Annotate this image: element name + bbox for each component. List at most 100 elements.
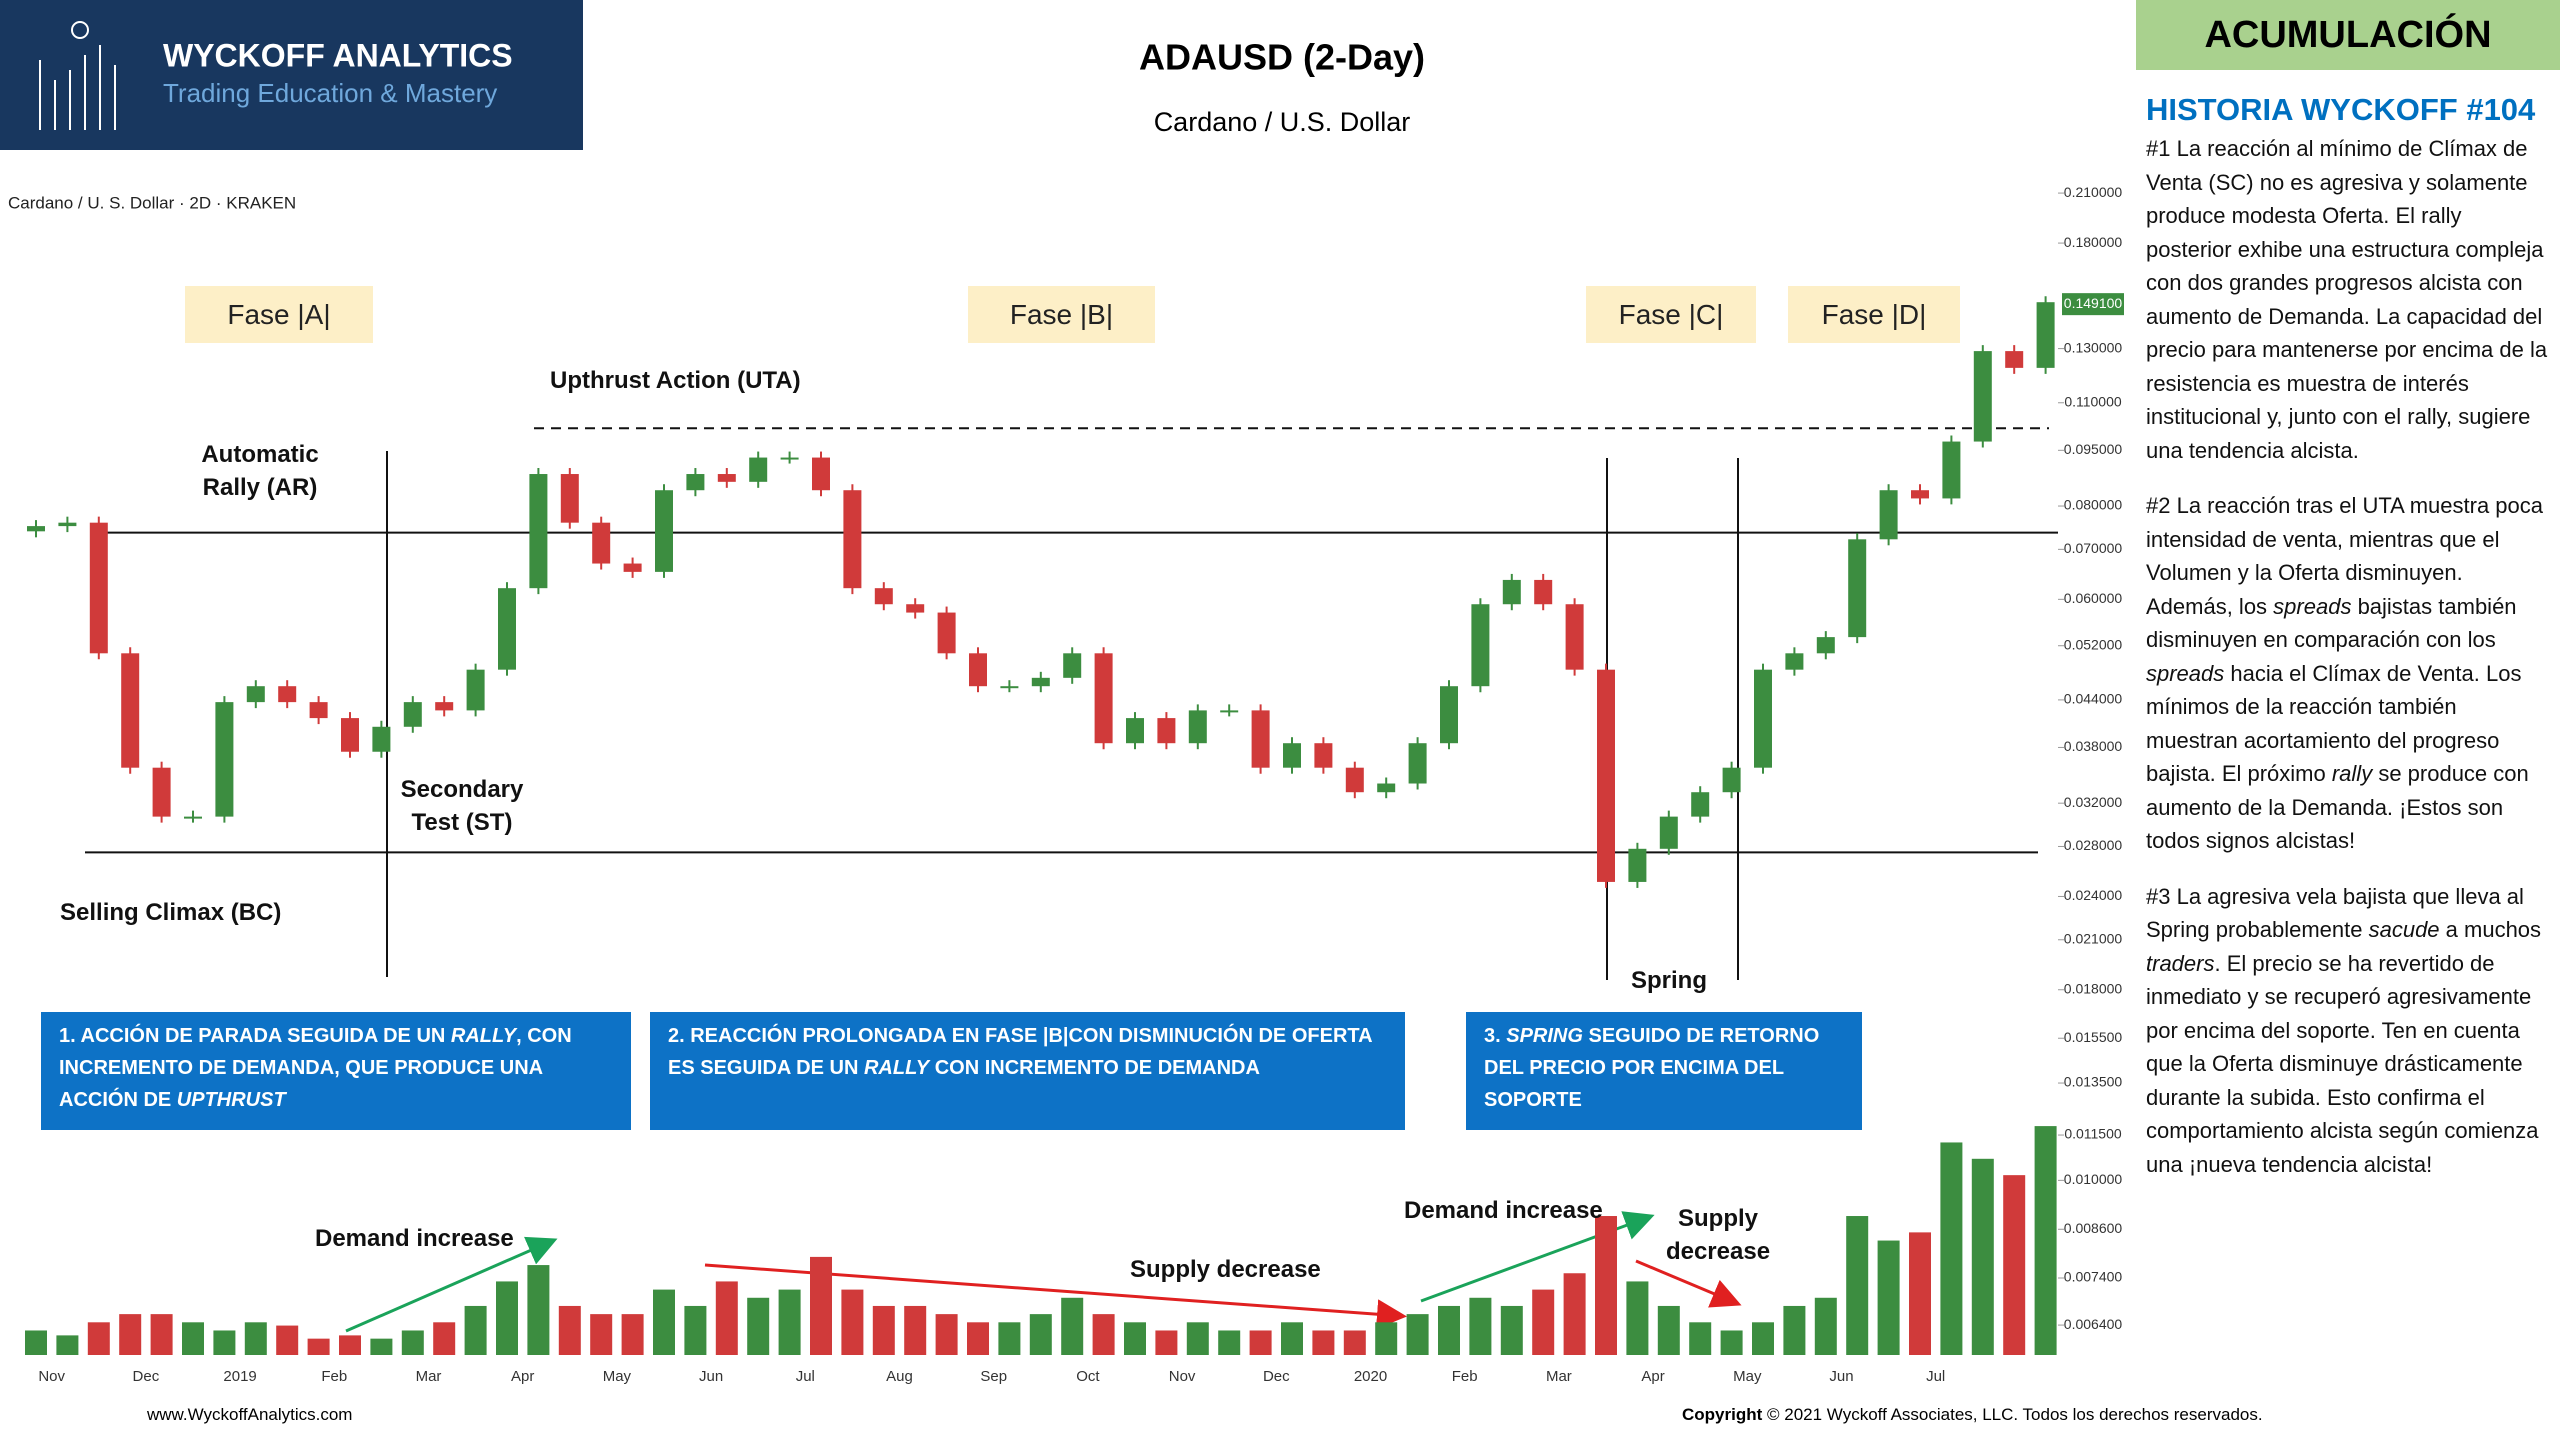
- candle-body: [121, 653, 140, 768]
- x-tick-label: Nov: [1169, 1368, 1196, 1385]
- volume-bar: [401, 1330, 424, 1355]
- volume-bar: [276, 1325, 299, 1355]
- text-run: , CON INCREMENTO DE DEMANDA, QUE PRODUCE…: [59, 1025, 572, 1111]
- candle-body: [1377, 783, 1396, 793]
- volume-bar: [1909, 1232, 1931, 1355]
- annotation: Automatic Rally (AR): [201, 441, 319, 501]
- info-box: 1. ACCIÓN DE PARADA SEGUIDA DE UN RALLY,…: [41, 1012, 631, 1130]
- text-run: #1 La reacción al mínimo de Clímax de Ve…: [2146, 136, 2548, 463]
- annotation: Selling Climax (BC): [60, 899, 282, 926]
- volume-bar: [1218, 1330, 1241, 1355]
- volume-bar: [590, 1314, 613, 1355]
- candle-body: [246, 686, 265, 703]
- volume-bar: [1720, 1330, 1743, 1355]
- candle-body: [1251, 710, 1270, 768]
- x-tick-label: Dec: [1263, 1368, 1290, 1385]
- candle-body: [906, 604, 925, 613]
- candle-body: [1848, 539, 1867, 638]
- paragraph: #2 La reacción tras el UTA muestra poca …: [2146, 489, 2552, 858]
- candle-body: [1126, 718, 1144, 744]
- volume-bar: [1783, 1305, 1806, 1355]
- candle-body: [1911, 490, 1929, 499]
- candle-body: [2036, 302, 2055, 368]
- x-tick-label: Aug: [886, 1368, 913, 1385]
- y-tick-label: 0.015500: [2064, 1029, 2123, 1045]
- x-tick-label: Dec: [133, 1368, 160, 1385]
- candle-body: [1691, 792, 1710, 817]
- candle-body: [27, 526, 45, 532]
- y-tick-label: 0.060000: [2064, 590, 2123, 606]
- volume-bar: [1532, 1289, 1555, 1355]
- text-run: spreads: [2146, 660, 2225, 686]
- volume-bar: [527, 1265, 550, 1355]
- y-tick-label: 0.210000: [2064, 184, 2123, 200]
- candle-body: [1031, 677, 1050, 687]
- volume-bar: [56, 1335, 79, 1355]
- sidebar-text: #1 La reacción al mínimo de Clímax de Ve…: [2146, 132, 2552, 1203]
- y-tick-label: 0.010000: [2064, 1171, 2123, 1187]
- volume-bar: [433, 1322, 456, 1355]
- y-tick-label: 0.044000: [2064, 691, 2123, 707]
- volume-bar: [1438, 1305, 1460, 1355]
- y-tick-label: 0.095000: [2064, 441, 2123, 457]
- phase-dividers: [386, 451, 1739, 980]
- candle-body: [874, 588, 893, 605]
- y-tick-label: 0.130000: [2064, 339, 2123, 355]
- candle-body: [1502, 579, 1521, 605]
- volume-bar: [1186, 1322, 1209, 1355]
- text-run: SPRING: [1506, 1025, 1583, 1047]
- candle-body: [1816, 637, 1835, 654]
- candle-body: [1785, 653, 1804, 670]
- text-run: SEGUIDO DE RETORNO DEL PRECIO POR ENCIMA…: [1484, 1025, 1820, 1111]
- y-tick-label: 0.032000: [2064, 794, 2123, 810]
- x-tick-label: Sep: [980, 1368, 1007, 1385]
- candle-body: [623, 563, 642, 572]
- text-run: rally: [2331, 761, 2373, 786]
- text-run: traders: [2146, 950, 2215, 976]
- volume-bar: [150, 1314, 173, 1355]
- x-tick-label: May: [603, 1368, 632, 1385]
- candle-body: [560, 474, 579, 523]
- text-run: 2. REACCIÓN PROLONGADA EN FASE |B|CON DI…: [668, 1025, 1372, 1079]
- annotation: Demand increase: [315, 1225, 514, 1252]
- candle-body: [812, 457, 830, 491]
- x-tick-label: May: [1733, 1368, 1762, 1385]
- candle-body: [58, 522, 77, 527]
- copyright-label: Copyright: [1682, 1405, 1763, 1424]
- x-tick-label: Jun: [1829, 1368, 1853, 1385]
- y-tick-label: 0.024000: [2064, 887, 2123, 903]
- candle-body: [1408, 743, 1427, 784]
- candle-body: [1471, 604, 1490, 687]
- y-tick-label: 0.110000: [2064, 393, 2122, 409]
- volume-bar: [339, 1335, 361, 1355]
- volume-bar: [464, 1305, 487, 1355]
- volume-bar: [119, 1314, 142, 1355]
- y-tick-label: 0.080000: [2064, 497, 2123, 513]
- text-run: spreads: [2273, 593, 2352, 619]
- text-run: hacia el Clímax de Venta. Los mínimos de…: [2146, 660, 2522, 787]
- copyright: Copyright © 2021 Wyckoff Associates, LLC…: [1682, 1405, 2263, 1425]
- volume-bar: [1500, 1305, 1523, 1355]
- annotation: Supply decrease: [1665, 1205, 1771, 1265]
- candle-body: [937, 612, 956, 654]
- candle-body: [1597, 669, 1615, 882]
- volume-bar: [496, 1281, 518, 1355]
- y-tick-label: 0.052000: [2064, 636, 2123, 652]
- candle-body: [1345, 767, 1364, 793]
- volume-bar: [213, 1330, 236, 1355]
- candle-body: [1188, 710, 1207, 744]
- arrow: [345, 1236, 558, 1333]
- volume-bar: [1814, 1297, 1837, 1355]
- volume-bar: [182, 1322, 204, 1355]
- candle-body: [341, 718, 359, 752]
- candle-body: [2005, 351, 2024, 368]
- candle-body: [1283, 743, 1301, 768]
- phase-label: Fase |B|: [968, 286, 1155, 343]
- candle-body: [184, 816, 202, 819]
- candle-body: [278, 686, 297, 703]
- candle-body: [655, 490, 673, 572]
- volume-bar: [1971, 1158, 1994, 1355]
- y-tick-label: 0.011500: [2064, 1126, 2122, 1142]
- volume-bar: [307, 1338, 330, 1355]
